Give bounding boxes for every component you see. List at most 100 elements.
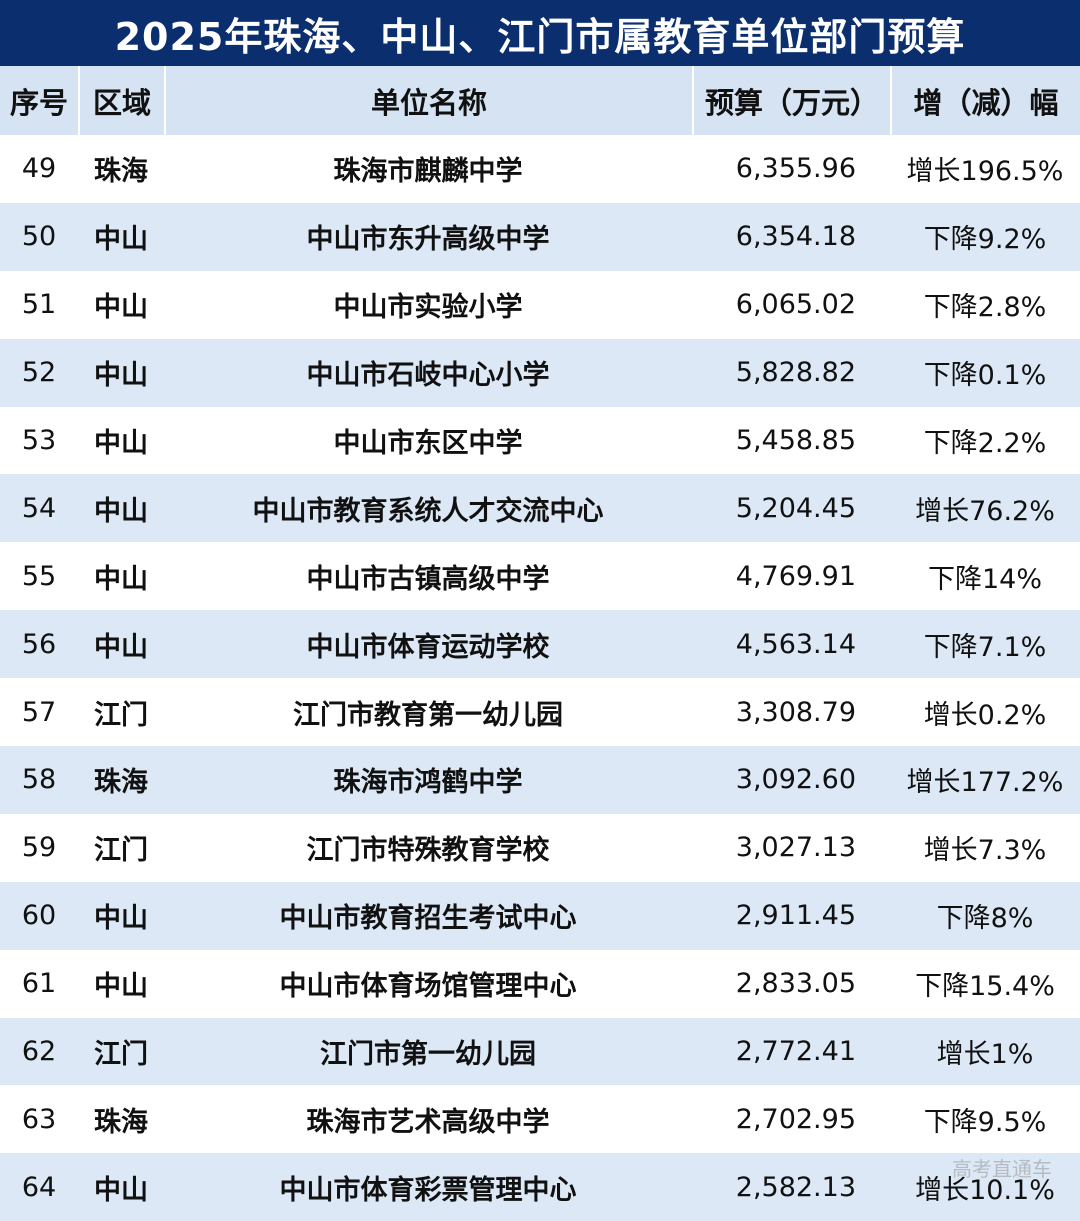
row-index: 56 (21, 628, 57, 660)
row-region: 中山 (94, 224, 148, 256)
row-change: 下降8% (936, 903, 1034, 935)
row-budget: 2,772.41 (735, 1036, 856, 1068)
header-unit-name: 单位名称 (164, 66, 692, 135)
row-change: 下降9.5% (923, 1106, 1047, 1138)
row-unit-name: 中山市东升高级中学 (306, 224, 550, 256)
row-change: 增长7.3% (923, 835, 1047, 867)
table-row: 49 珠海 珠海市麒麟中学 6,355.96 增长196.5% (0, 135, 1080, 203)
table-row: 58 珠海 珠海市鸿鹤中学 3,092.60 增长177.2% (0, 746, 1080, 814)
row-change: 增长0.2% (923, 699, 1047, 731)
row-budget: 6,355.96 (735, 153, 856, 185)
table-row: 60 中山 中山市教育招生考试中心 2,911.45 下降8% (0, 881, 1080, 950)
row-region: 中山 (94, 971, 148, 1003)
row-budget: 3,092.60 (735, 764, 856, 796)
table-row: 63 珠海 珠海市艺术高级中学 2,702.95 下降9.5% (0, 1085, 1080, 1154)
table-row: 64 中山 中山市体育彩票管理中心 2,582.13 增长10.1% (0, 1153, 1080, 1221)
table-body: 49 珠海 珠海市麒麟中学 6,355.96 增长196.5% 50 中山 中山市东升高级中学… (0, 135, 1080, 1221)
page-title: 2025年珠海、中山、江门市属教育单位部门预算 (0, 0, 1080, 66)
row-unit-name: 中山市体育运动学校 (306, 631, 550, 663)
row-budget: 4,769.91 (735, 560, 856, 592)
row-unit-name: 中山市体育彩票管理中心 (279, 1174, 577, 1206)
row-unit-name: 江门市第一幼儿园 (320, 1039, 536, 1071)
row-change: 下降7.1% (923, 631, 1047, 663)
row-index: 49 (21, 153, 57, 185)
row-region: 江门 (94, 699, 148, 731)
row-change: 下降0.1% (923, 360, 1047, 392)
row-budget: 2,911.45 (735, 900, 856, 932)
row-region: 珠海 (94, 767, 148, 799)
row-region: 江门 (94, 1039, 148, 1071)
row-change: 增长196.5% (906, 156, 1064, 188)
row-index: 52 (21, 357, 57, 389)
row-budget: 2,833.05 (735, 968, 856, 1000)
row-index: 55 (21, 560, 57, 592)
row-unit-name: 江门市教育第一幼儿园 (293, 699, 563, 731)
table-row: 55 中山 中山市古镇高级中学 4,769.91 下降14% (0, 542, 1080, 611)
row-index: 60 (21, 900, 57, 932)
row-index: 50 (21, 221, 57, 253)
row-budget: 2,702.95 (735, 1103, 856, 1135)
watermark: 高考直通车 (952, 1157, 1052, 1181)
row-unit-name: 中山市古镇高级中学 (306, 563, 550, 595)
row-budget: 3,308.79 (735, 696, 856, 728)
row-budget: 4,563.14 (735, 628, 856, 660)
table-row: 51 中山 中山市实验小学 6,065.02 下降2.8% (0, 270, 1080, 339)
row-region: 中山 (94, 495, 148, 527)
row-change: 下降9.2% (923, 224, 1047, 256)
row-budget: 3,027.13 (735, 832, 856, 864)
row-budget: 5,458.85 (735, 425, 856, 456)
row-region: 中山 (94, 563, 148, 595)
row-change: 增长76.2% (915, 495, 1055, 527)
row-index: 61 (21, 968, 57, 1000)
row-change: 下降14% (927, 563, 1042, 595)
row-budget: 5,828.82 (735, 357, 856, 389)
row-index: 57 (21, 696, 57, 728)
header-region: 区域 (78, 66, 164, 135)
row-index: 51 (21, 289, 57, 321)
row-change: 下降15.4% (915, 971, 1055, 1003)
row-unit-name: 江门市特殊教育学校 (306, 835, 550, 867)
row-index: 62 (21, 1036, 57, 1068)
table-row: 57 江门 江门市教育第一幼儿园 3,308.79 增长0.2% (0, 678, 1080, 747)
table-row: 54 中山 中山市教育系统人才交流中心 5,204.45 增长76.2% (0, 474, 1080, 543)
table-row: 52 中山 中山市石岐中心小学 5,828.82 下降0.1% (0, 338, 1080, 407)
row-change: 增长10.1% (915, 1174, 1055, 1206)
row-index: 59 (21, 832, 57, 864)
row-unit-name: 中山市教育招生考试中心 (279, 903, 577, 935)
row-unit-name: 中山市石岐中心小学 (306, 360, 550, 392)
row-change: 下降2.8% (923, 292, 1047, 324)
row-budget: 6,354.18 (735, 221, 856, 253)
header-budget: 预算（万元） (692, 66, 890, 135)
row-region: 中山 (94, 903, 148, 935)
row-region: 中山 (94, 428, 148, 459)
row-budget: 2,582.13 (735, 1171, 856, 1203)
row-change: 增长1% (936, 1039, 1034, 1071)
row-unit-name: 珠海市鸿鹤中学 (333, 767, 523, 799)
table-row: 53 中山 中山市东区中学 5,458.85 下降2.2% (0, 406, 1080, 475)
row-region: 江门 (94, 835, 148, 867)
row-change: 下降2.2% (923, 428, 1047, 459)
row-unit-name: 中山市东区中学 (333, 428, 523, 459)
table-row: 62 江门 江门市第一幼儿园 2,772.41 增长1% (0, 1017, 1080, 1086)
row-unit-name: 珠海市麒麟中学 (333, 156, 523, 188)
row-unit-name: 中山市体育场馆管理中心 (279, 971, 577, 1003)
row-region: 中山 (94, 292, 148, 324)
table-row: 56 中山 中山市体育运动学校 4,563.14 下降7.1% (0, 610, 1080, 679)
table-row: 59 江门 江门市特殊教育学校 3,027.13 增长7.3% (0, 813, 1080, 882)
header-index: 序号 (9, 85, 68, 120)
table-row: 50 中山 中山市东升高级中学 6,354.18 下降9.2% (0, 202, 1080, 271)
row-unit-name: 珠海市艺术高级中学 (306, 1106, 550, 1138)
header-change: 增（减）幅 (890, 66, 1080, 135)
row-index: 63 (21, 1103, 57, 1135)
row-region: 中山 (94, 1174, 148, 1206)
row-index: 64 (21, 1171, 57, 1203)
row-change: 增长177.2% (906, 767, 1064, 799)
table-header: 序号 区域 单位名称 预算（万元） 增（减）幅 (0, 66, 1080, 135)
row-index: 53 (21, 425, 57, 456)
row-unit-name: 中山市教育系统人才交流中心 (252, 495, 604, 527)
table-row: 61 中山 中山市体育场馆管理中心 2,833.05 下降15.4% (0, 949, 1080, 1018)
row-region: 珠海 (94, 156, 148, 188)
row-unit-name: 中山市实验小学 (333, 292, 523, 324)
row-region: 中山 (94, 360, 148, 392)
row-region: 珠海 (94, 1106, 148, 1138)
